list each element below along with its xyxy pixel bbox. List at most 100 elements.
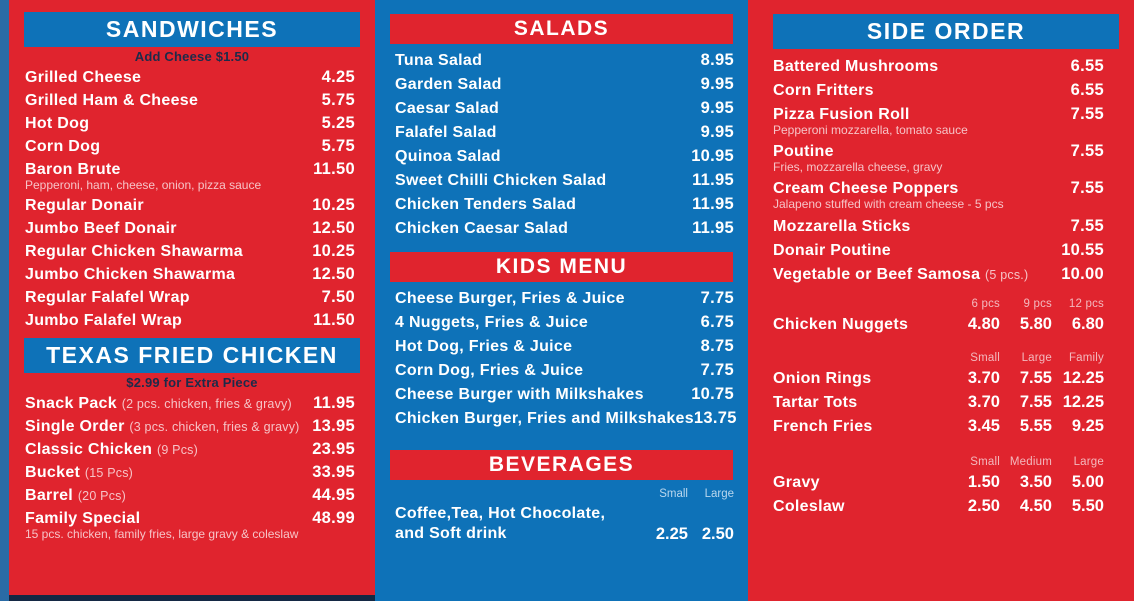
item-price: 33.95 [312,463,355,482]
menu-item: Corn Fritters 6.55 [773,81,1104,100]
item-price: 7.55 [1019,392,1052,411]
menu-item: Cheese Burger with Milkshakes 10.75 [395,385,734,404]
menu-item: 4 Nuggets, Fries & Juice 6.75 [395,313,734,332]
item-price: 10.25 [312,196,355,215]
item-name: Mozzarella Sticks [773,217,911,235]
item-name: Chicken Nuggets [773,315,909,333]
item-price: 10.25 [312,242,355,261]
item-name: Regular Donair [25,197,144,215]
menu-item: Snack Pack (2 pcs. chicken, fries & grav… [25,394,355,413]
menu-item: Chicken Burger, Fries and Milkshakes 13.7… [395,409,736,428]
item-name: Vegetable or Beef Samosa (5 pcs.) [773,265,1029,283]
menu-item: Tuna Salad 8.95 [395,51,734,70]
side-order-items: Battered Mushrooms 6.55 Corn Fritters 6.55… [748,57,1134,516]
kids-menu-items: Cheese Burger, Fries & Juice 7.75 4 Nugge… [375,289,748,428]
item-name: Onion Rings [773,369,872,387]
item-name: Gravy [773,473,820,491]
sandwiches-subtitle: Add Cheese $1.50 [134,49,250,64]
item-price: 5.00 [1071,472,1104,491]
sandwiches-items: Grilled Cheese 4.25 Grilled Ham & Cheese 5… [9,68,375,330]
item-name: Chicken Caesar Salad [395,220,569,237]
item-price: 11.95 [692,195,734,213]
item-description: Fries, mozzarella cheese, gravy [773,160,943,175]
item-name: Caesar Salad [395,100,500,117]
item-note: (5 pcs.) [985,267,1029,282]
menu-item: Chicken Tenders Salad 11.95 [395,195,734,214]
size-label: Large [704,488,734,500]
item-price: 5.75 [321,91,355,109]
item-price: 44.95 [312,486,355,505]
left-edge-stripe [0,0,9,601]
item-price: 2.50 [701,525,734,543]
menu-item: Chicken Caesar Salad 11.95 [395,219,734,238]
item-prices: 2.25 2.50 [642,525,734,544]
item-price: 5.25 [321,114,355,132]
item-name: 4 Nuggets, Fries & Juice [395,314,589,331]
size-label: 12 pcs [1068,297,1104,310]
item-price: 7.55 [1070,216,1104,235]
item-price: 7.55 [1070,179,1104,198]
size-label: Medium [1009,455,1052,468]
item-name: Cheese Burger with Milkshakes [395,386,644,403]
menu-item: Donair Poutine 10.55 [773,241,1104,260]
item-price: 6.55 [1070,81,1104,99]
side-order-header: SIDE ORDER [773,14,1119,49]
item-name: Classic Chicken (9 Pcs) [25,441,198,459]
menu-item: Corn Dog 5.75 [25,137,355,156]
menu-item: Barrel (20 Pcs) 44.95 [25,486,355,505]
menu-item: Poutine 7.55 Fries, mozzarella cheese, gr… [773,142,1104,174]
menu-item: Regular Donair 10.25 [25,196,355,215]
item-price: 2.25 [655,525,688,543]
item-price: 11.95 [692,171,734,189]
menu-item: Grilled Ham & Cheese 5.75 [25,91,355,110]
item-name: Chicken Burger, Fries and Milkshakes [395,410,694,427]
item-name: Corn Dog, Fries & Juice [395,362,584,379]
item-name: Pizza Fusion Roll [773,106,910,123]
nuggets-size-headers: 6 pcs 9 pcs 12 pcs [773,298,1104,310]
item-name: French Fries [773,417,873,435]
item-price: 9.25 [1071,416,1104,435]
size-label: Small [659,488,688,500]
item-name: Single Order (3 pcs. chicken, fries & gr… [25,418,300,436]
size-label: Large [1073,455,1104,468]
beverages-size-headers: Small Large [395,488,734,500]
size-label: Family [1068,351,1104,364]
menu-item: Family Special 48.99 15 pcs. chicken, fam… [25,509,355,541]
menu-item: Gravy 1.50 3.50 5.00 [773,473,1104,492]
menu-item: Caesar Salad 9.95 [395,99,734,118]
item-price: 9.95 [700,123,734,141]
item-price: 9.95 [700,99,734,117]
menu-item: Single Order (3 pcs. chicken, fries & gr… [25,417,355,436]
item-name: Jumbo Chicken Shawarma [25,266,236,284]
item-price: 8.95 [700,51,734,69]
item-price: 4.80 [967,314,1000,333]
menu-item: Jumbo Chicken Shawarma 12.50 [25,265,355,284]
texas-fried-chicken-subtitle: $2.99 for Extra Piece [126,375,258,391]
item-name: Snack Pack (2 pcs. chicken, fries & grav… [25,395,292,413]
item-price: 9.95 [700,75,734,93]
item-price: 12.50 [312,265,355,284]
menu-item: Cream Cheese Poppers 7.55 Jalapeno stuffe… [773,179,1104,211]
item-name: Tuna Salad [395,52,483,69]
item-price: 10.95 [691,147,734,165]
item-name: Garden Salad [395,76,502,93]
item-description: Pepperoni, ham, cheese, onion, pizza sau… [25,178,262,192]
menu-item: Coleslaw 2.50 4.50 5.50 [773,497,1104,516]
item-price: 12.25 [1062,392,1104,411]
menu-item: Sweet Chilli Chicken Salad 11.95 [395,171,734,190]
item-name: Battered Mushrooms [773,58,939,75]
item-price: 7.55 [1070,105,1104,123]
item-price: 5.50 [1071,496,1104,515]
item-description: 15 pcs. chicken, family fries, large gra… [25,527,299,542]
texas-fried-chicken-header: TEXAS FRIED CHICKEN [24,338,360,374]
item-name: Cheese Burger, Fries & Juice [395,290,625,307]
item-name: Sweet Chilli Chicken Salad [395,172,607,189]
item-price: 5.55 [1019,416,1052,435]
menu-item: Quinoa Salad 10.95 [395,147,734,166]
size-label: 6 pcs [971,297,1000,310]
beverages-title: BEVERAGES [488,453,635,476]
item-price: 8.75 [700,337,734,355]
menu-item: Falafel Salad 9.95 [395,123,734,142]
item-price: 7.55 [1019,368,1052,387]
